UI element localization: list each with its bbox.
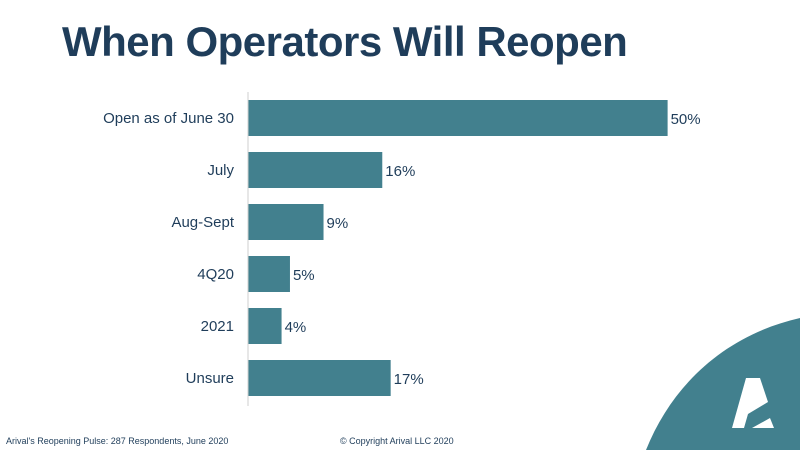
category-label: Unsure [186,370,234,387]
source-note: Arival's Reopening Pulse: 287 Respondent… [6,436,229,446]
copyright-note: © Copyright Arival LLC 2020 [340,436,454,446]
bar-0 [248,100,668,136]
corner-accent-shape [646,318,800,450]
category-label: July [207,162,234,179]
bar-4 [248,308,282,344]
logo-triangle [732,378,768,428]
logo-slash [752,418,774,428]
category-label: Open as of June 30 [103,110,234,127]
data-label: 50% [671,111,701,128]
data-label: 5% [293,267,315,284]
chart-title: When Operators Will Reopen [62,18,628,65]
bar-2 [248,204,324,240]
bars-layer: Open as of June 30 50% July 16% Aug-Sept 9% 4Q… [103,100,701,396]
bar-1 [248,152,383,188]
category-label: Aug-Sept [171,214,234,231]
data-label: 17% [394,371,424,388]
data-label: 16% [385,163,415,180]
bar-5 [248,360,391,396]
category-label: 4Q20 [197,266,234,283]
data-label: 9% [327,215,349,232]
category-label: 2021 [201,318,234,335]
data-label: 4% [285,319,307,336]
arival-logo-icon [732,378,774,428]
bar-3 [248,256,290,292]
